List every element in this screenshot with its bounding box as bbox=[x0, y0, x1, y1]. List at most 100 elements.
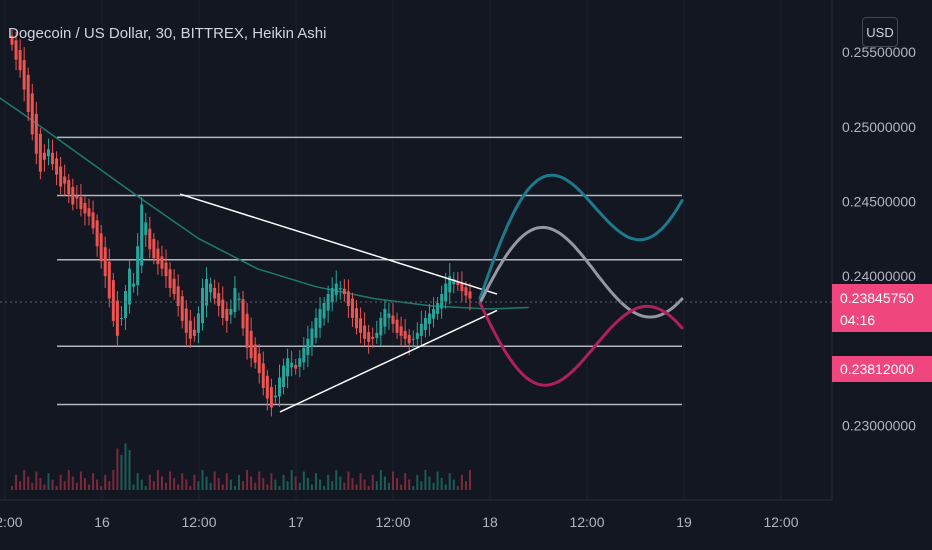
volume-bar bbox=[120, 454, 123, 490]
candle-body bbox=[176, 286, 180, 306]
volume-bar bbox=[278, 486, 281, 490]
volume-bar bbox=[19, 481, 22, 490]
candle-body bbox=[237, 298, 241, 300]
volume-bar bbox=[237, 474, 240, 490]
candle-body bbox=[233, 288, 237, 312]
candle-body bbox=[14, 40, 18, 60]
volume-bar bbox=[124, 443, 127, 490]
candle-body bbox=[71, 187, 75, 205]
volume-bar bbox=[258, 471, 261, 490]
volume-bar bbox=[460, 474, 463, 490]
candle-body bbox=[298, 358, 302, 367]
candle-body bbox=[269, 387, 273, 408]
candle-body bbox=[265, 375, 269, 399]
candle-body bbox=[367, 332, 371, 342]
time-scale-label: 12:00 bbox=[0, 514, 23, 530]
volume-bar bbox=[27, 476, 30, 490]
volume-bar bbox=[343, 482, 346, 490]
candle-body bbox=[103, 247, 107, 277]
volume-bar bbox=[367, 486, 370, 490]
price-scale-label: 0.25000000 bbox=[842, 119, 916, 135]
candle-body bbox=[464, 287, 468, 296]
candle-body bbox=[257, 353, 261, 374]
volume-bar bbox=[448, 473, 451, 490]
candle-body bbox=[184, 308, 188, 333]
candle-body bbox=[249, 330, 253, 359]
candle-body bbox=[123, 291, 127, 319]
candle-body bbox=[160, 256, 164, 269]
volume-bar bbox=[173, 478, 176, 490]
candle-body bbox=[350, 298, 354, 318]
symbol-title[interactable]: Dogecoin / US Dollar, 30, BITTREX, Heiki… bbox=[8, 25, 327, 42]
candle-body bbox=[132, 283, 136, 287]
volume-bar bbox=[83, 478, 86, 490]
volume-bar bbox=[156, 470, 159, 490]
volume-bar bbox=[290, 470, 293, 490]
price-scale-label: 0.24500000 bbox=[842, 193, 916, 209]
candle-body bbox=[156, 248, 160, 265]
candle-body bbox=[419, 323, 423, 336]
candle-body bbox=[423, 317, 427, 330]
volume-bar bbox=[391, 471, 394, 490]
volume-bar bbox=[225, 473, 228, 490]
candle-body bbox=[148, 228, 152, 250]
candle-body bbox=[144, 222, 148, 236]
candle-body bbox=[314, 317, 318, 338]
volume-bar bbox=[331, 481, 334, 490]
candle-body bbox=[168, 269, 172, 289]
candle-body bbox=[371, 336, 375, 339]
volume-bar bbox=[100, 486, 103, 490]
volume-bar bbox=[347, 471, 350, 490]
volume-bar bbox=[35, 471, 38, 490]
candle-body bbox=[196, 313, 200, 333]
volume-bar bbox=[246, 470, 249, 490]
candles bbox=[10, 29, 472, 417]
candle-body bbox=[180, 296, 184, 321]
volume-bar bbox=[416, 474, 419, 490]
volume-bar bbox=[31, 482, 34, 490]
candle-body bbox=[278, 377, 282, 397]
volume-bar bbox=[266, 484, 269, 490]
currency-button[interactable]: USD bbox=[862, 17, 898, 47]
candle-body bbox=[302, 347, 306, 363]
volume-bar bbox=[327, 474, 330, 490]
volume-bar bbox=[96, 479, 99, 490]
candle-body bbox=[140, 204, 144, 266]
second-price-tag: 0.23812000 bbox=[832, 356, 932, 382]
volume-bar bbox=[152, 481, 155, 490]
volume-bar bbox=[464, 481, 467, 490]
candle-body bbox=[34, 113, 38, 154]
volume-bar bbox=[274, 479, 277, 490]
volume-bar bbox=[229, 479, 232, 490]
candle-body bbox=[375, 332, 379, 338]
triangle-lower-line bbox=[279, 309, 498, 413]
candle-body bbox=[355, 308, 359, 329]
projection-curve-up bbox=[478, 173, 684, 300]
candle-body bbox=[452, 279, 456, 285]
candle-body bbox=[432, 308, 436, 319]
triangle-upper-line bbox=[179, 193, 498, 295]
volume-bar bbox=[47, 473, 50, 490]
candle-body bbox=[363, 325, 367, 339]
candle-body bbox=[415, 332, 419, 339]
volume-bar bbox=[209, 482, 212, 490]
candle-body bbox=[79, 197, 83, 209]
candle-body bbox=[95, 220, 99, 247]
volume-bar bbox=[128, 450, 131, 490]
price-scale[interactable]: 0.25500000 0.25000000 0.24500000 0.24000000… bbox=[842, 44, 916, 433]
time-scale-label: 12:00 bbox=[569, 514, 604, 530]
candle-body bbox=[51, 152, 55, 165]
volume-bar bbox=[221, 484, 224, 490]
time-scale[interactable]: 12:00 16 12:00 17 12:00 18 12:00 19 12:00 bbox=[0, 514, 799, 530]
volume-bar bbox=[436, 471, 439, 490]
candle-body bbox=[59, 166, 63, 187]
candle-body bbox=[411, 338, 415, 340]
candle-body bbox=[330, 288, 334, 303]
volume-bar bbox=[270, 473, 273, 490]
candle-body bbox=[261, 363, 265, 389]
volume-bar bbox=[136, 473, 139, 490]
candle-body bbox=[318, 308, 322, 328]
volume-bar bbox=[424, 470, 427, 490]
volume-bar bbox=[420, 481, 423, 490]
